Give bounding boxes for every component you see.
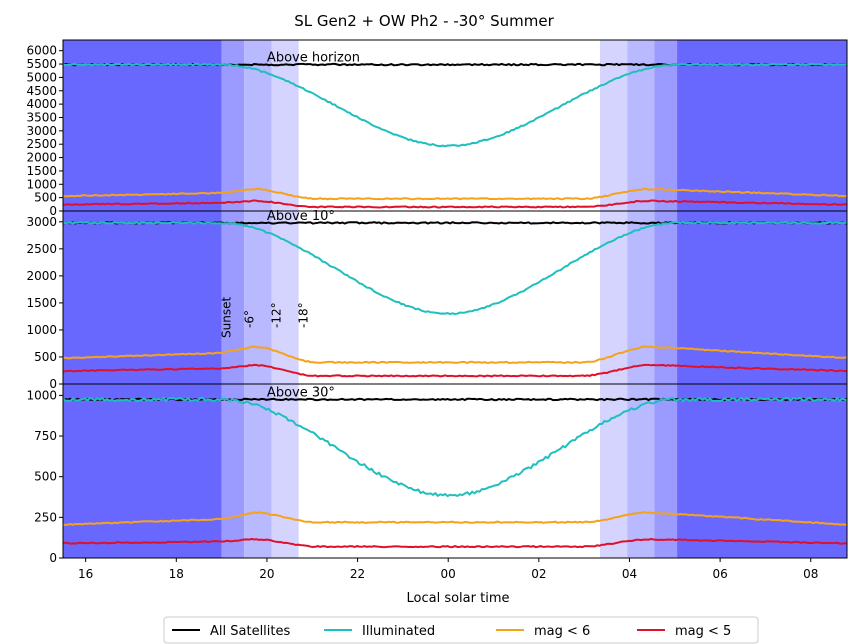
astronomical-twilight-band	[221, 384, 245, 558]
y-tick-label: 500	[34, 470, 57, 484]
x-tick-label: 18	[169, 567, 184, 581]
series-line-mag5	[62, 363, 848, 378]
series-line-mag5	[62, 537, 848, 549]
series-line-mag6	[62, 345, 847, 364]
x-tick-label: 06	[712, 567, 727, 581]
y-tick-label: 1000	[26, 323, 57, 337]
night-band	[63, 384, 222, 558]
y-tick-label: 2000	[26, 151, 57, 165]
series-line-mag6	[62, 511, 848, 527]
legend-entry: Illuminated	[362, 624, 435, 639]
y-tick-label: 2500	[26, 242, 57, 256]
series-line-illuminated	[62, 396, 848, 498]
y-tick-label: 3000	[26, 124, 57, 138]
x-tick-label: 16	[78, 567, 93, 581]
legend-entry: All Satellites	[210, 624, 290, 639]
panel-1: Above horizon 050010001500200025003000350…	[26, 39, 848, 218]
x-tick-label: 08	[803, 567, 818, 581]
panel-label: Above horizon	[267, 51, 360, 66]
panel-frame	[62, 383, 848, 559]
panel-label: Above 10°	[267, 209, 335, 224]
astronomical-twilight-band	[221, 40, 245, 211]
y-tick-label: 3000	[26, 215, 57, 229]
y-tick-label: 1500	[26, 296, 57, 310]
series-line-illuminated	[62, 221, 848, 316]
night-band	[677, 384, 847, 558]
civil-twilight-band	[600, 384, 628, 558]
x-tick-label: 04	[622, 567, 637, 581]
y-tick-label: 0	[49, 551, 57, 565]
night-band	[63, 40, 222, 211]
y-tick-label: 500	[34, 350, 57, 364]
legend: All Satellites Illuminated mag < 6 mag < 5	[163, 616, 759, 644]
nautical-twilight-band	[244, 211, 272, 384]
y-tick-label: 1000	[26, 388, 57, 402]
plot-panels: Above horizon050010001500200025003000350…	[26, 39, 848, 565]
x-tick-label: 20	[259, 567, 274, 581]
y-tick-label: 750	[34, 429, 57, 443]
legend-entry: mag < 5	[675, 624, 731, 639]
panel-label: Above 30°	[267, 385, 335, 400]
civil-twilight-band	[271, 384, 299, 558]
x-tick-label: 00	[441, 567, 456, 581]
y-tick-label: 5500	[26, 57, 57, 71]
night-band	[677, 211, 847, 384]
astronomical-twilight-band	[654, 384, 678, 558]
twilight-label: -12°	[269, 302, 283, 328]
y-tick-label: 4000	[26, 97, 57, 111]
nautical-twilight-band	[627, 384, 655, 558]
civil-twilight-band	[600, 40, 628, 211]
y-tick-label: 0	[49, 377, 57, 391]
civil-twilight-band	[271, 40, 299, 211]
nautical-twilight-band	[627, 211, 655, 384]
y-tick-label: 4500	[26, 84, 57, 98]
y-tick-label: 6000	[26, 44, 57, 58]
y-tick-label: 1500	[26, 164, 57, 178]
y-tick-label: 5000	[26, 70, 57, 84]
astronomical-twilight-band	[654, 40, 678, 211]
y-tick-label: 2000	[26, 269, 57, 283]
astronomical-twilight-band	[654, 211, 678, 384]
y-tick-label: 500	[34, 191, 57, 205]
astronomical-twilight-band	[221, 211, 245, 384]
series-line-mag5	[62, 199, 848, 209]
twilight-label: Sunset	[220, 297, 234, 338]
y-tick-label: 0	[49, 204, 57, 218]
x-axis-label: Local solar time	[407, 591, 510, 606]
y-tick-label: 2500	[26, 137, 57, 151]
legend-entry: mag < 6	[534, 624, 590, 639]
chart-title: SL Gen2 + OW Ph2 - -30° Summer	[294, 12, 554, 30]
x-axis: 16 18 20 22 00 02 04 06 08	[78, 558, 818, 581]
panel-3: Above 30° 0 250 500 750 1000	[26, 383, 848, 565]
y-tick-label: 1000	[26, 177, 57, 191]
twilight-label: -18°	[297, 302, 311, 328]
y-tick-label: 250	[34, 510, 57, 524]
night-band	[677, 40, 847, 211]
legend-box	[163, 616, 759, 644]
x-tick-label: 02	[531, 567, 546, 581]
nautical-twilight-band	[244, 40, 272, 211]
series-line-illuminated	[62, 62, 848, 148]
twilight-label: -6°	[242, 310, 256, 328]
y-tick-label: 3500	[26, 110, 57, 124]
nautical-twilight-band	[244, 384, 272, 558]
series-line-mag6	[62, 187, 848, 201]
x-tick-label: 22	[350, 567, 365, 581]
